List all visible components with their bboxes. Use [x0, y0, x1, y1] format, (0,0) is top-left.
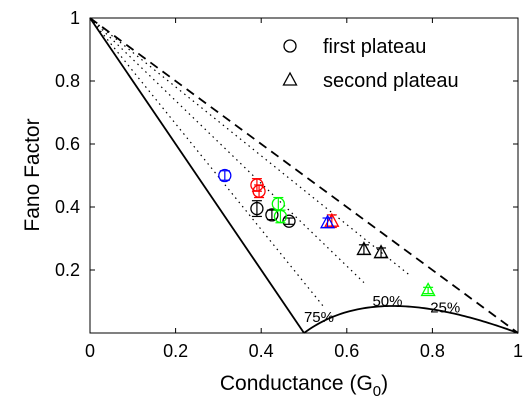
triangle-marker — [420, 282, 436, 297]
upper-bound-dashed-line — [89, 17, 519, 334]
x-axis-label-subscript: 0 — [373, 383, 381, 400]
percent-annotation: 50% — [372, 293, 402, 310]
circle-marker — [218, 168, 232, 183]
theory-curves — [89, 17, 519, 334]
percent-annotation: 75% — [304, 309, 334, 326]
x-tick-label: 0.4 — [249, 341, 274, 361]
circle-marker — [250, 201, 264, 216]
legend-circle-marker — [283, 39, 297, 53]
x-tick-label: 0.8 — [420, 341, 445, 361]
plot-area: 0 0.2 0.4 0.6 0.8 1 0.2 0.4 0.6 0.8 1 75% 50% 25% — [55, 8, 523, 361]
circle-marker — [273, 209, 288, 224]
y-tick-label: 0.2 — [55, 260, 80, 280]
x-tick-label: 0 — [85, 341, 95, 361]
legend-label-first-plateau: first plateau — [323, 36, 426, 58]
y-tick-label: 1 — [70, 8, 80, 28]
x-tick-label: 0.6 — [334, 341, 359, 361]
triangle-marker — [324, 212, 340, 227]
y-axis-ticks: 0.2 0.4 0.6 0.8 1 — [55, 8, 518, 280]
x-axis-label-end: ) — [381, 372, 388, 395]
parabola-curve — [303, 305, 519, 334]
triangle-marker — [319, 214, 336, 229]
lower-bound-line — [89, 17, 305, 334]
x-tick-label: 0.2 — [163, 341, 188, 361]
y-tick-label: 0.6 — [55, 134, 80, 154]
legend-triangle-marker — [282, 71, 298, 86]
percent-annotation: 25% — [430, 300, 460, 317]
dotted-line-1 — [89, 17, 324, 307]
x-tick-label: 1 — [513, 341, 523, 361]
circle-marker — [252, 184, 266, 198]
percent-annotations: 75% 50% 25% — [304, 293, 460, 326]
data-points — [218, 168, 436, 297]
y-axis-label: Fano Factor — [21, 118, 44, 231]
y-tick-label: 0.8 — [55, 71, 80, 91]
triangle-marker — [356, 241, 372, 256]
circle-marker — [265, 208, 279, 222]
legend: first plateau second plateau — [282, 36, 459, 92]
legend-label-second-plateau: second plateau — [323, 70, 459, 92]
triangle-marker — [373, 244, 389, 259]
x-axis-ticks: 0 0.2 0.4 0.6 0.8 1 — [85, 18, 523, 361]
x-axis-label-main: Conductance (G — [220, 372, 373, 395]
y-tick-label: 0.4 — [55, 197, 80, 217]
x-axis-label: Conductance (G0) — [220, 372, 388, 400]
